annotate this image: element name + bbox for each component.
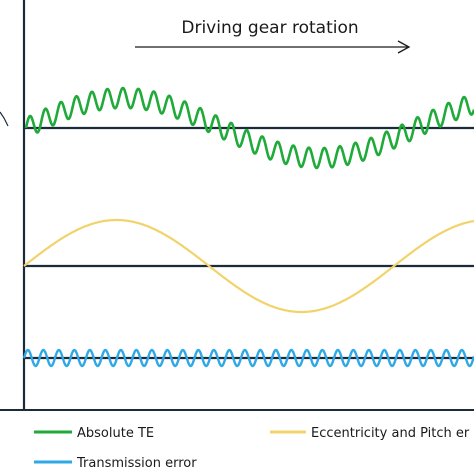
legend-label-eccentricity: Eccentricity and Pitch er xyxy=(311,426,470,441)
rotation-label: Driving gear rotation xyxy=(181,18,358,38)
legend: Absolute TE Eccentricity and Pitch er Tr… xyxy=(34,426,470,471)
legend-label-absolute-te: Absolute TE xyxy=(77,426,154,441)
y-axis-arrow-mark xyxy=(0,111,9,127)
legend-item-absolute-te: Absolute TE xyxy=(34,426,154,441)
absolute-te-curve xyxy=(24,86,474,170)
transmission-error-curve xyxy=(22,348,474,368)
legend-item-eccentricity: Eccentricity and Pitch er xyxy=(270,426,470,441)
eccentricity-pitch-curve xyxy=(23,218,474,314)
legend-label-transmission-error: Transmission error xyxy=(76,456,197,471)
legend-item-transmission-error: Transmission error xyxy=(34,456,197,471)
rotation-arrow-head xyxy=(397,40,411,54)
